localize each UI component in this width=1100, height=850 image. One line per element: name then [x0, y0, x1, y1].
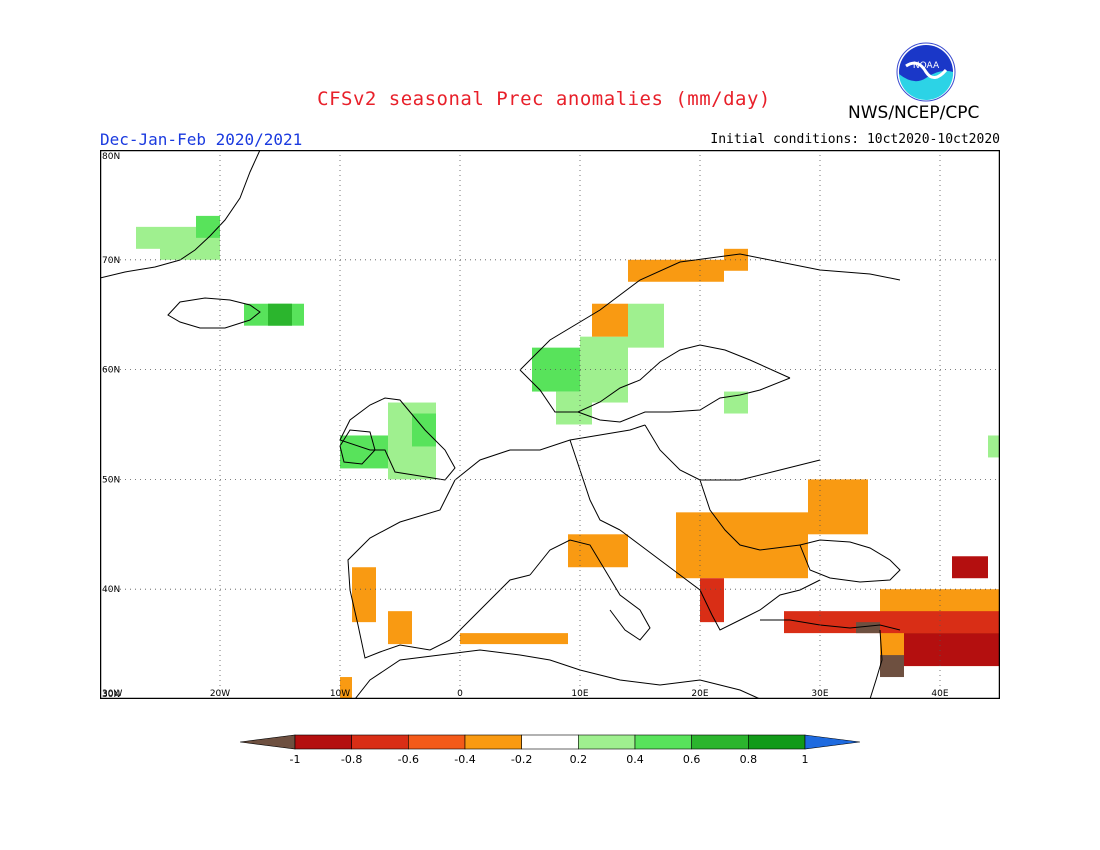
coastline-scandinavia-south: [519, 344, 791, 413]
anomaly-cell: [568, 534, 628, 568]
coastline-iceland: [167, 297, 261, 329]
lon-tick-label: 0: [457, 689, 463, 699]
color-legend: -1 -0.8 -0.6 -0.4 -0.2 0.2 0.4 0.6 0.8 1: [240, 734, 860, 766]
noaa-logo-text: NOAA: [913, 61, 940, 71]
legend-tick-label: 0.6: [683, 753, 701, 766]
lat-tick-label: 30N: [102, 690, 120, 699]
lat-tick-label: 40N: [102, 585, 120, 595]
legend-tick-label: 0.2: [570, 753, 588, 766]
coastline-black-sea: [799, 539, 901, 583]
coastline-ireland: [339, 429, 376, 465]
lon-tick-label: 30W: [102, 689, 122, 699]
anomaly-cell: [340, 677, 352, 699]
lat-tick-label: 60N: [102, 366, 120, 376]
anomaly-cell: [952, 556, 988, 579]
lat-tick-label: 70N: [102, 256, 120, 266]
anomaly-cell: [352, 567, 376, 623]
anomaly-cell: [880, 655, 904, 678]
border-internal-3: [699, 479, 801, 551]
coastline-baltic: [577, 377, 791, 423]
anomaly-cell: [988, 435, 1000, 458]
legend-tick-label: -1: [290, 753, 301, 766]
noaa-logo: NOAA: [896, 42, 956, 102]
coastline-balkans: [619, 529, 821, 631]
anomaly-cell: [904, 633, 1000, 667]
coastline-levant: [869, 629, 883, 699]
initial-conditions-label: Initial conditions: 10ct2020-10ct2020: [710, 132, 1000, 147]
anomaly-cell: [340, 435, 388, 469]
legend-swatch: [748, 734, 806, 750]
precip-anomaly-map: 30N 40N 50N 60N 70N 80N 30W 20W 10W 0 10E 20E 30E 40…: [100, 150, 1000, 699]
anomaly-cell: [808, 479, 868, 535]
legend-tick-label: 0.4: [626, 753, 644, 766]
agency-label: NWS/NCEP/CPC: [848, 103, 980, 123]
legend-swatch: [294, 734, 352, 750]
legend-tick-label: -0.4: [454, 753, 475, 766]
legend-swatch: [464, 734, 522, 750]
map-frame: [100, 150, 1000, 699]
legend-swatch: [351, 734, 409, 750]
lon-tick-label: 40E: [931, 689, 948, 699]
anomaly-cell: [784, 611, 1000, 634]
anomaly-cell: [856, 622, 880, 634]
anomaly-cell: [628, 303, 664, 348]
legend-swatch: [408, 734, 466, 750]
legend-tick-label: -0.8: [341, 753, 362, 766]
legend-tick-label: -0.2: [511, 753, 532, 766]
chart-title: CFSv2 seasonal Prec anomalies (mm/day): [317, 88, 771, 110]
legend-swatch: [240, 734, 296, 750]
legend-swatch: [804, 734, 860, 750]
legend-swatch: [578, 734, 636, 750]
anomaly-cell: [136, 226, 160, 249]
period-label: Dec-Jan-Feb 2020/2021: [100, 130, 303, 149]
coastline-western-europe: [454, 424, 646, 481]
lon-tick-label: 10W: [330, 689, 350, 699]
coastline-italy: [529, 539, 651, 641]
legend-tick-label: 1: [802, 753, 809, 766]
legend-tick-label: 0.8: [740, 753, 758, 766]
anomaly-cell: [592, 303, 628, 337]
coastline-greenland: [100, 150, 261, 279]
legend-tick-label: -0.6: [398, 753, 419, 766]
coastline-norway: [519, 253, 901, 371]
legend-swatch: [634, 734, 692, 750]
lon-tick-label: 20W: [210, 689, 230, 699]
coastline-anatolia: [760, 619, 901, 631]
anomaly-cell: [196, 215, 220, 238]
anomaly-cell: [724, 391, 748, 414]
legend-swatch: [691, 734, 749, 750]
border-internal-1: [569, 439, 621, 531]
coastline-british-isles: [339, 397, 456, 481]
anomaly-cell: [268, 303, 292, 326]
lat-tick-label: 50N: [102, 475, 120, 485]
lon-tick-label: 30E: [811, 689, 828, 699]
lat-tick-label: 80N: [102, 152, 120, 162]
border-internal-2: [644, 424, 821, 481]
anomaly-cell: [460, 633, 568, 645]
lon-tick-label: 20E: [691, 689, 708, 699]
lon-tick-label: 10E: [571, 689, 588, 699]
anomaly-cell: [388, 611, 412, 645]
coastline-france-iberia: [347, 479, 531, 659]
legend-swatch: [521, 734, 579, 750]
